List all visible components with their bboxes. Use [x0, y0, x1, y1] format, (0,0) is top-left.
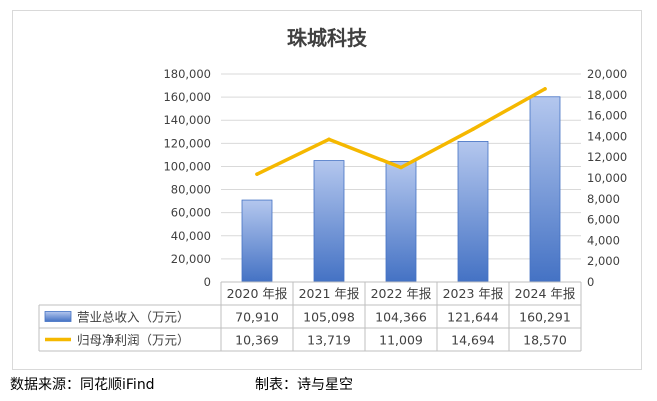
left-tick-label: 180,000: [163, 67, 211, 81]
revenue-bar: [241, 199, 273, 283]
left-tick-label: 160,000: [163, 90, 211, 104]
right-tick-label: 6,000: [587, 213, 620, 227]
right-tick-label: 10,000: [587, 171, 627, 185]
table-value: 121,644: [447, 310, 499, 325]
table-maker-note: 制表：诗与星空: [255, 377, 353, 393]
revenue-bar: [385, 160, 417, 283]
profit-line-point: [327, 137, 331, 142]
category-label: 2021 年报: [299, 286, 360, 301]
right-tick-label: 4,000: [587, 233, 620, 247]
chart-frame: 珠城科技 0 20,000 40,000 60,000 80,000 100,000 120…: [12, 10, 642, 370]
table-value: 18,570: [523, 333, 567, 348]
category-label: 2022 年报: [371, 286, 432, 301]
table-value: 105,098: [303, 310, 355, 325]
right-tick-label: 0: [587, 275, 594, 289]
left-tick-label: 20,000: [171, 252, 211, 266]
left-tick-label: 40,000: [171, 229, 211, 243]
category-label: 2024 年报: [515, 286, 576, 301]
table-value: 13,719: [307, 333, 351, 348]
table-value: 11,009: [379, 333, 423, 348]
chart-svg: 珠城科技 0 20,000 40,000 60,000 80,000 100,000 120…: [38, 26, 627, 352]
table-value: 14,694: [451, 333, 495, 348]
right-tick-label: 14,000: [587, 129, 627, 143]
legend-series-name: 归母净利润（万元）: [77, 333, 190, 348]
table-value: 70,910: [235, 310, 279, 325]
table-value: 10,369: [235, 333, 279, 348]
left-tick-label: 80,000: [171, 183, 211, 197]
table-value: 160,291: [519, 310, 571, 325]
left-tick-label: 140,000: [163, 113, 211, 127]
right-tick-label: 2,000: [587, 254, 620, 268]
left-tick-label: 120,000: [163, 136, 211, 150]
category-label: 2023 年报: [443, 286, 504, 301]
legend-series-name: 营业总收入（万元）: [77, 310, 190, 325]
legend-key-bar: [44, 311, 72, 322]
left-tick-label: 0: [204, 275, 211, 289]
right-tick-label: 8,000: [587, 192, 620, 206]
revenue-bar: [457, 141, 489, 283]
data-source-note: 数据来源：同花顺iFind: [10, 377, 155, 393]
chart-title: 珠城科技: [287, 26, 368, 50]
profit-line-point: [399, 165, 403, 170]
right-tick-label: 18,000: [587, 88, 627, 102]
revenue-bar: [529, 96, 561, 283]
profit-line-point: [471, 127, 475, 131]
category-label: 2020 年报: [227, 286, 288, 301]
left-tick-label: 100,000: [163, 159, 211, 173]
right-tick-label: 20,000: [587, 67, 627, 81]
left-tick-label: 60,000: [171, 206, 211, 220]
right-axis-ticks: 0 2,000 4,000 6,000 8,000 10,000 12,000 14,000 1…: [587, 67, 627, 289]
right-tick-label: 12,000: [587, 150, 627, 164]
profit-line: [255, 87, 547, 176]
table-value: 104,366: [375, 310, 427, 325]
data-table: 2020 年报 2021 年报 2022 年报 2023 年报 2024 年报营业总收入…: [38, 281, 582, 352]
profit-line-point: [543, 87, 547, 91]
revenue-bar: [313, 160, 345, 283]
left-axis-ticks: 0 20,000 40,000 60,000 80,000 100,000 120,000 1…: [163, 67, 211, 289]
profit-line-point: [255, 172, 259, 176]
right-tick-label: 16,000: [587, 109, 627, 123]
